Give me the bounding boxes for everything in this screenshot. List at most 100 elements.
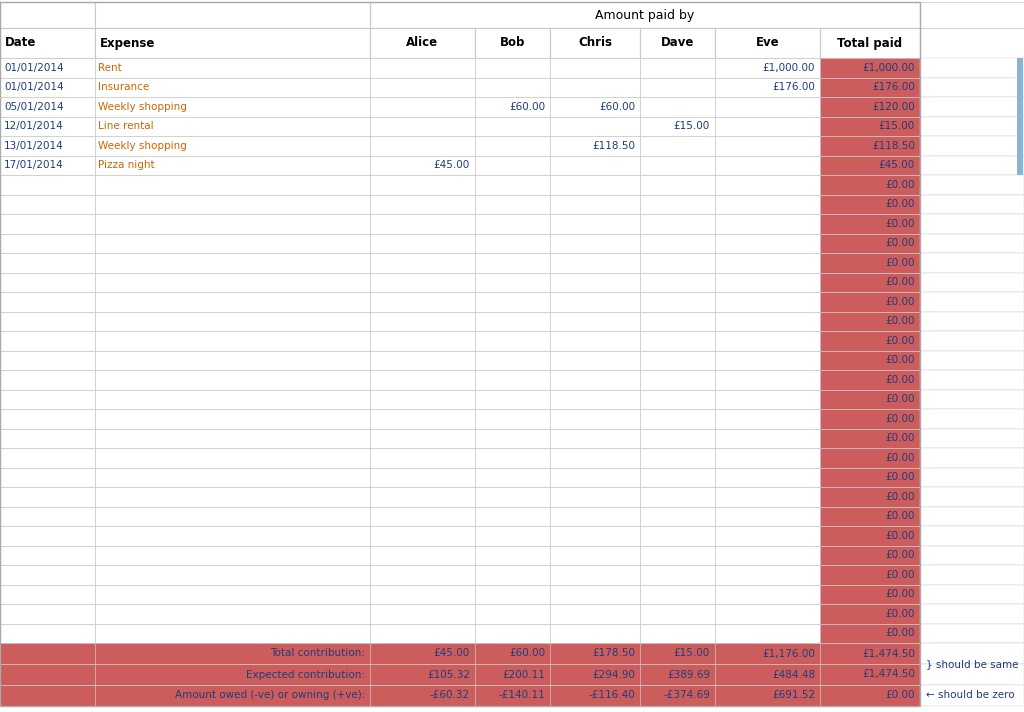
Bar — [550, 429, 640, 448]
Bar — [370, 253, 475, 273]
Bar — [95, 214, 370, 234]
Bar — [715, 350, 820, 370]
Text: £15.00: £15.00 — [879, 121, 915, 131]
Bar — [715, 97, 820, 117]
Text: Pizza night: Pizza night — [98, 160, 155, 170]
Bar — [370, 585, 475, 604]
Bar — [0, 468, 95, 487]
Bar — [0, 506, 95, 526]
Bar — [0, 117, 95, 136]
Bar — [370, 78, 475, 97]
Bar — [820, 350, 920, 370]
Text: £0.00: £0.00 — [886, 433, 915, 444]
Bar — [920, 506, 1024, 526]
Bar — [820, 389, 920, 409]
Bar — [95, 292, 370, 312]
Bar — [715, 487, 820, 506]
Text: £120.00: £120.00 — [872, 102, 915, 112]
Bar — [640, 585, 715, 604]
Bar — [0, 253, 95, 273]
Text: £0.00: £0.00 — [886, 453, 915, 463]
Bar — [640, 78, 715, 97]
Bar — [920, 58, 1024, 78]
Bar — [550, 350, 640, 370]
Text: £0.00: £0.00 — [886, 375, 915, 384]
Bar — [640, 214, 715, 234]
Bar — [475, 585, 550, 604]
Bar — [95, 448, 370, 468]
Text: £105.32: £105.32 — [427, 669, 470, 679]
Bar — [550, 487, 640, 506]
Bar — [370, 448, 475, 468]
Bar — [0, 429, 95, 448]
Bar — [715, 175, 820, 194]
Bar — [550, 506, 640, 526]
Text: Eve: Eve — [756, 36, 779, 50]
Bar — [95, 409, 370, 429]
Text: 01/01/2014: 01/01/2014 — [4, 83, 63, 93]
Bar — [920, 409, 1024, 429]
Text: £176.00: £176.00 — [772, 83, 815, 93]
Bar — [920, 273, 1024, 292]
Text: £1,000.00: £1,000.00 — [763, 63, 815, 73]
Text: £178.50: £178.50 — [592, 649, 635, 659]
Bar — [715, 565, 820, 585]
Bar — [95, 545, 370, 565]
Bar — [820, 565, 920, 585]
Bar — [370, 292, 475, 312]
Text: Expected contribution:: Expected contribution: — [246, 669, 365, 679]
Bar — [715, 604, 820, 624]
Bar — [475, 468, 550, 487]
Text: £691.52: £691.52 — [772, 691, 815, 701]
Bar — [640, 448, 715, 468]
Bar — [475, 370, 550, 389]
Bar — [820, 28, 920, 58]
Bar — [370, 234, 475, 253]
Bar — [920, 292, 1024, 312]
Bar — [95, 389, 370, 409]
Bar — [820, 234, 920, 253]
Bar — [820, 331, 920, 350]
Bar — [370, 545, 475, 565]
Bar — [920, 234, 1024, 253]
Text: £0.00: £0.00 — [886, 258, 915, 268]
Bar — [820, 194, 920, 214]
Bar — [715, 155, 820, 175]
Bar — [715, 468, 820, 487]
Bar — [715, 624, 820, 643]
Text: £0.00: £0.00 — [886, 530, 915, 540]
Bar — [640, 565, 715, 585]
Bar — [920, 312, 1024, 331]
Bar — [920, 624, 1024, 643]
Bar — [715, 448, 820, 468]
Bar — [95, 273, 370, 292]
Text: £294.90: £294.90 — [592, 669, 635, 679]
Bar — [95, 194, 370, 214]
Bar — [920, 468, 1024, 487]
Bar — [370, 604, 475, 624]
Bar — [920, 253, 1024, 273]
Bar — [475, 624, 550, 643]
Bar — [370, 370, 475, 389]
Bar — [95, 136, 370, 155]
Bar — [715, 194, 820, 214]
Bar — [370, 97, 475, 117]
Bar — [920, 585, 1024, 604]
Text: ← should be zero: ← should be zero — [926, 691, 1015, 701]
Bar — [640, 292, 715, 312]
Bar — [475, 292, 550, 312]
Text: £0.00: £0.00 — [886, 691, 915, 701]
Bar — [550, 175, 640, 194]
Bar — [475, 136, 550, 155]
Bar — [550, 136, 640, 155]
Text: £484.48: £484.48 — [772, 669, 815, 679]
Bar — [0, 624, 95, 643]
Text: 13/01/2014: 13/01/2014 — [4, 141, 63, 151]
Bar — [95, 565, 370, 585]
Bar — [820, 78, 920, 97]
Bar — [475, 253, 550, 273]
Bar — [0, 487, 95, 506]
Bar — [95, 58, 370, 78]
Bar — [0, 136, 95, 155]
Bar — [475, 389, 550, 409]
